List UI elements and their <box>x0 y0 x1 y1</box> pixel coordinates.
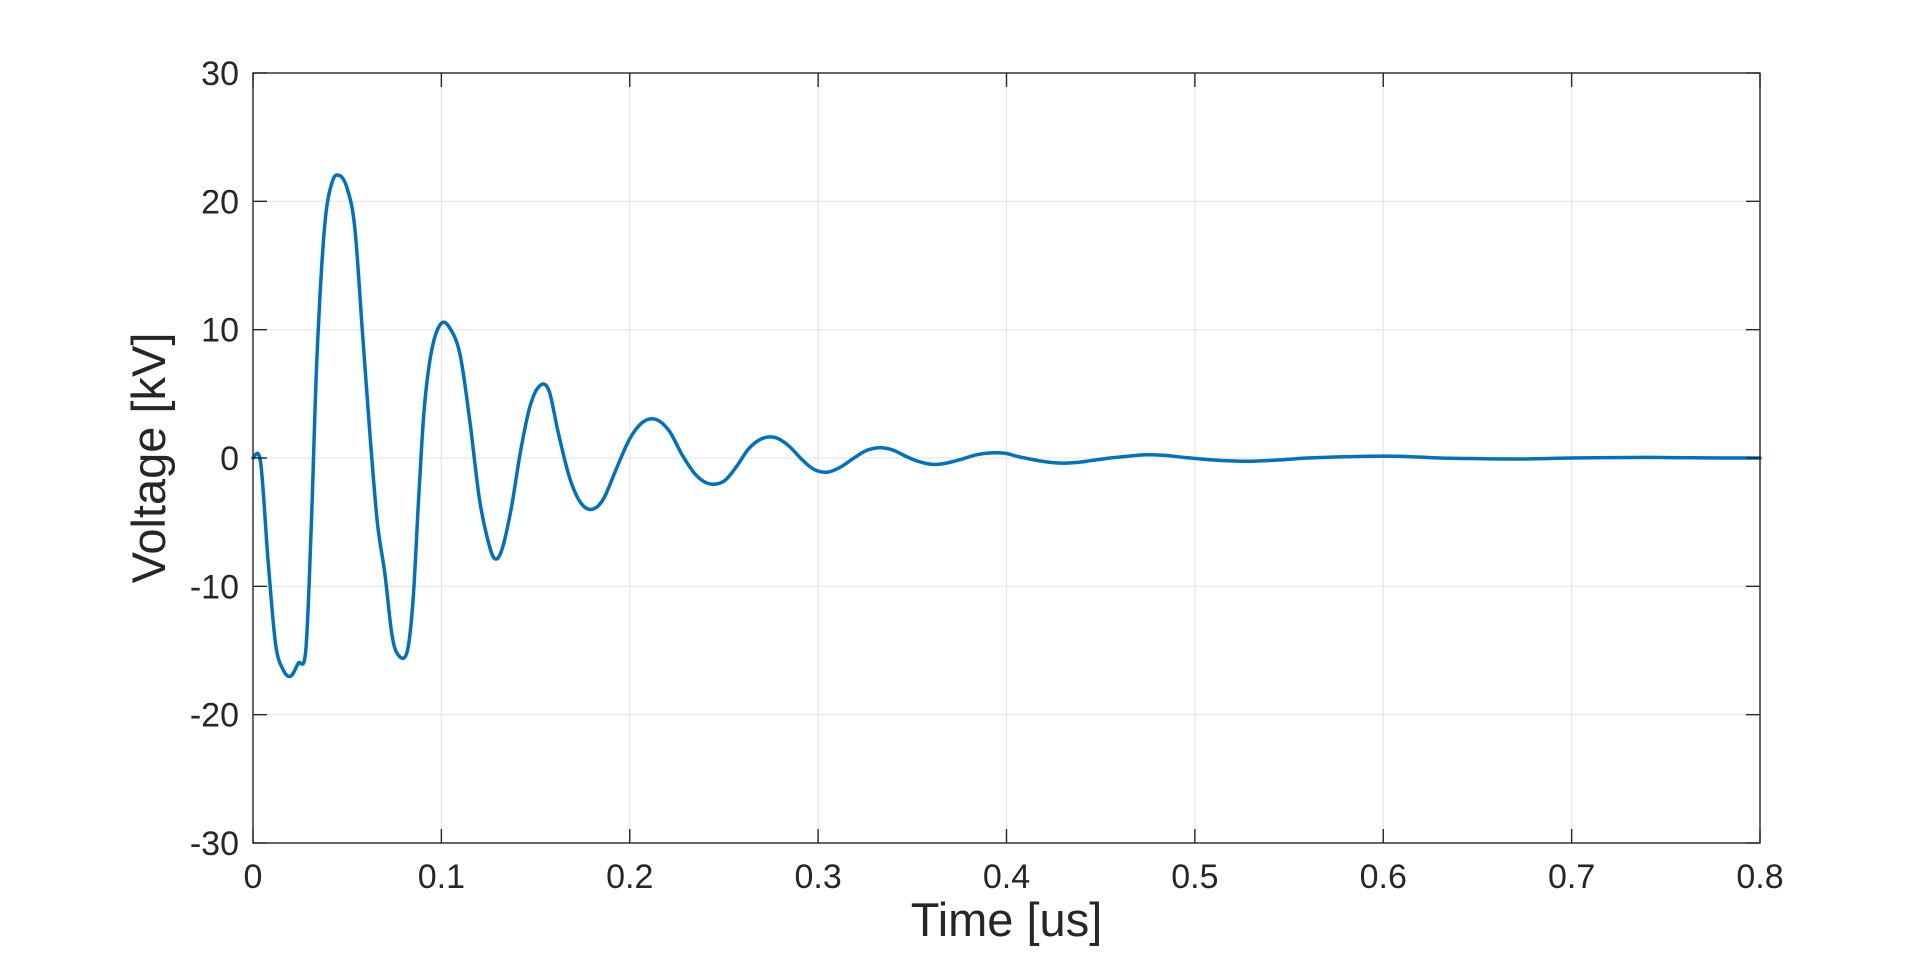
y-tick-label: -10 <box>190 568 239 606</box>
x-tick-label: 0.3 <box>794 858 841 896</box>
x-tick-label: 0.1 <box>418 858 465 896</box>
y-tick-label: -30 <box>190 825 239 863</box>
x-tick-label: 0.7 <box>1548 858 1595 896</box>
tick-label-layer: 0 0.1 0.2 0.3 0.4 0.5 0.6 0.7 0.8 30 20 10 0 -10 -20 -3… <box>190 55 1784 896</box>
x-tick-label: 0.5 <box>1171 858 1218 896</box>
series-layer <box>251 173 1762 679</box>
x-tick-label: 0.2 <box>606 858 653 896</box>
y-tick-label: 30 <box>201 55 239 93</box>
x-tick-label: 0.4 <box>983 858 1030 896</box>
y-tick-label: 10 <box>201 312 239 350</box>
x-tick-label: 0.8 <box>1736 858 1783 896</box>
y-tick-label: -20 <box>190 697 239 735</box>
y-tick-label: 0 <box>220 440 239 478</box>
x-axis-title: Time [us] <box>911 893 1103 946</box>
x-tick-label: 0.6 <box>1360 858 1407 896</box>
tick-layer <box>252 72 1761 844</box>
y-axis-title: Voltage [kV] <box>122 333 175 584</box>
x-tick-label: 0 <box>244 858 263 896</box>
y-tick-label: 20 <box>201 183 239 221</box>
series-line-0 <box>251 173 1762 679</box>
